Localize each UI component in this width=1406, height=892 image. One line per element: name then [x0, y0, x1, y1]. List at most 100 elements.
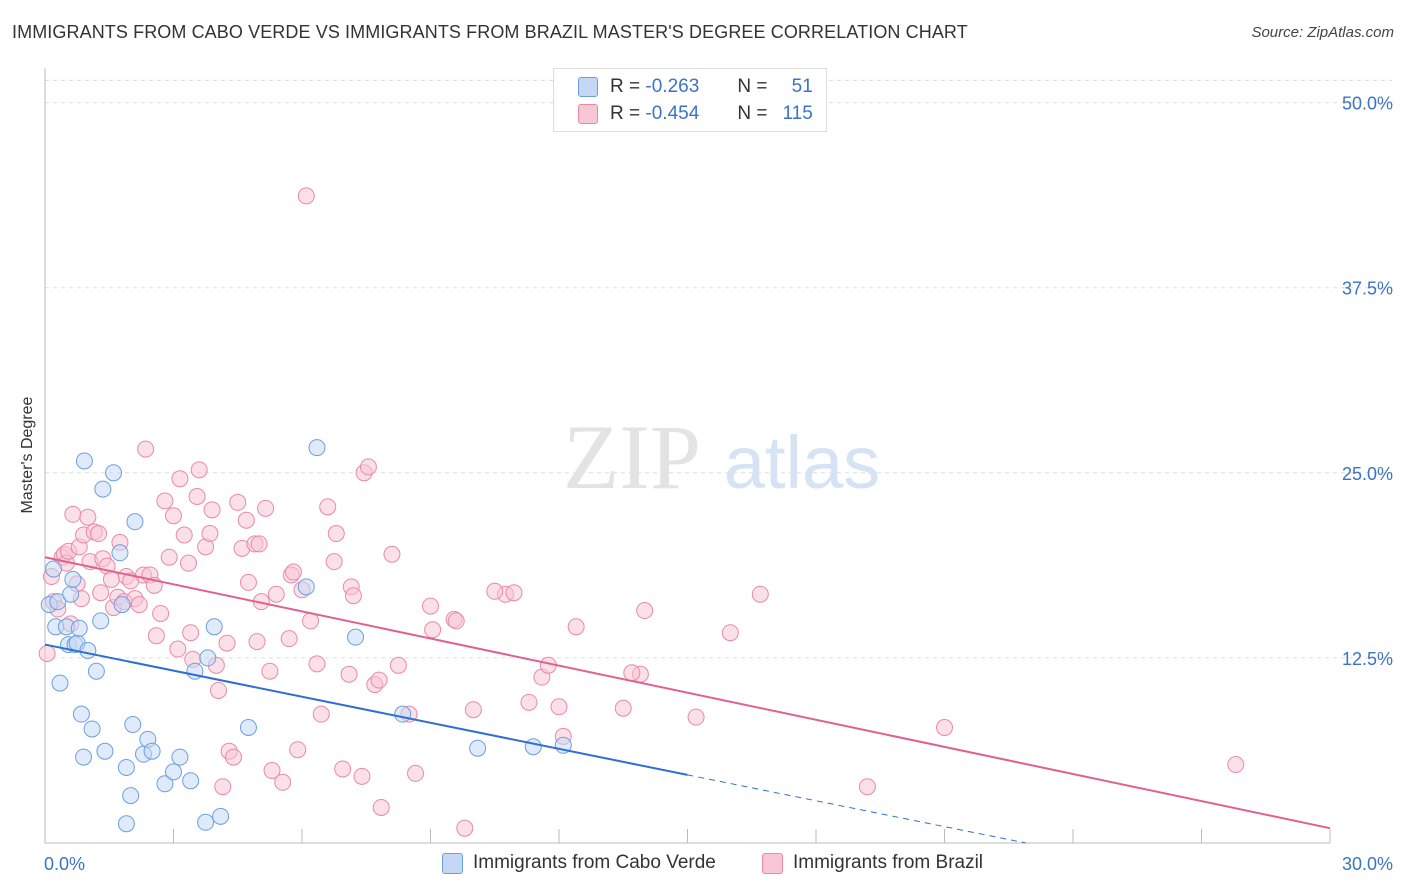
watermark-atlas: atlas [724, 421, 880, 504]
brazil-point [169, 640, 187, 658]
axes [44, 68, 1331, 844]
cabo-verde-point [308, 439, 326, 457]
brazil-point [464, 701, 482, 719]
cabo-verde-point [62, 585, 80, 603]
chart-source: Source: ZipAtlas.com [1251, 24, 1394, 41]
cabo-verde-point [45, 560, 63, 578]
legend-row-cabo-verde: R = -0.263 N = 51 [578, 75, 813, 99]
brazil-point [257, 499, 275, 517]
brazil-point [456, 819, 474, 837]
brazil-point [486, 582, 504, 600]
cabo-verde-point [297, 578, 315, 596]
brazil-point [721, 624, 739, 642]
cabo-verde-point [70, 619, 88, 637]
legend-swatch-blue [578, 77, 598, 97]
legend-r-value: -0.263 [645, 76, 700, 97]
brazil-point [171, 470, 189, 488]
brazil-point [687, 708, 705, 726]
y-tick-label: 12.5% [1342, 649, 1393, 669]
brazil-point [858, 778, 876, 796]
brazil-point [190, 461, 208, 479]
watermark-zip: ZIP [563, 406, 701, 508]
y-tick-label: 25.0% [1342, 464, 1393, 484]
brazil-point [936, 719, 953, 736]
brazil-point [1227, 756, 1245, 774]
cabo-verde-point [49, 593, 67, 611]
brazil-point [218, 634, 236, 652]
brazil-point [229, 493, 247, 511]
cabo-verde-point [72, 705, 90, 723]
brazil-point [224, 748, 242, 766]
cabo-verde-point [124, 716, 142, 734]
cabo-verde-point [122, 787, 140, 805]
brazil-point [92, 584, 110, 602]
cabo-verde-point [165, 763, 182, 781]
brazil-trend-line [44, 556, 1331, 830]
legend-swatch-pink [578, 104, 598, 124]
cabo-verde-points [40, 439, 572, 833]
brazil-point [182, 624, 200, 642]
y-axis-label: Master's Degree [19, 396, 36, 514]
correlation-legend: R = -0.263 N = 51 R = -0.454 N = 115 [553, 68, 827, 132]
cabo-verde-point [143, 742, 161, 760]
brazil-point [340, 665, 358, 683]
cabo-verde-point [92, 612, 110, 630]
brazil-point [289, 741, 307, 759]
brazil-point [239, 573, 257, 591]
cabo-verde-point [51, 674, 69, 692]
brazil-point [447, 612, 465, 630]
brazil-point [284, 563, 302, 581]
brazil-point [312, 705, 330, 723]
gridlines [45, 79, 1392, 659]
cabo-verde-point [171, 748, 189, 766]
y-tick-label: 37.5% [1342, 279, 1393, 299]
brazil-point [152, 604, 170, 622]
cabo-verde-point [212, 807, 230, 825]
cabo-verde-point [524, 738, 542, 756]
brazil-points [38, 187, 1245, 837]
trend-lines [44, 556, 1331, 844]
brazil-point [353, 767, 371, 785]
brazil-point [147, 627, 165, 645]
cabo-verde-point [126, 513, 144, 531]
brazil-point [38, 644, 56, 662]
bottom-legend-swatch-blue [442, 852, 463, 874]
brazil-point [209, 681, 227, 699]
cabo-verde-point [239, 719, 257, 736]
cabo-verde-point [156, 775, 174, 793]
brazil-point [623, 664, 641, 682]
brazil-point [520, 693, 538, 711]
brazil-point [344, 587, 362, 605]
cabo-verde-point [205, 618, 223, 636]
brazil-point [389, 656, 407, 674]
bottom-legend-swatch-pink [762, 852, 783, 874]
cabo-verde-point [394, 705, 412, 723]
cabo-verde-point [117, 758, 135, 776]
legend-n-label: N = [737, 76, 768, 97]
brazil-point [165, 507, 182, 525]
cabo-verde-point [75, 452, 93, 470]
brazil-point [179, 554, 197, 572]
brazil-point [175, 526, 193, 544]
brazil-point [550, 698, 568, 716]
brazil-point [567, 618, 585, 636]
brazil-point [237, 511, 255, 529]
legend-n-value: 115 [782, 103, 813, 124]
cabo-verde-point [87, 662, 105, 680]
legend-n-label: N = [737, 103, 768, 124]
cabo-verde-point [197, 813, 215, 831]
legend-r-label: R = [610, 76, 641, 97]
bottom-legend-brazil: Immigrants from Brazil [762, 852, 983, 874]
brazil-point [79, 508, 97, 526]
brazil-point [274, 773, 292, 791]
cabo-verde-point [469, 739, 487, 757]
bottom-legend-label: Immigrants from Cabo Verde [473, 852, 716, 873]
cabo-verde-point [64, 570, 82, 588]
cabo-verde-point [83, 720, 101, 738]
brazil-point [250, 535, 268, 553]
cabo-verde-point [113, 596, 131, 614]
cabo-verde-point [117, 815, 135, 833]
brazil-point [90, 525, 108, 543]
cabo-verde-point [105, 464, 123, 482]
brazil-point [102, 570, 120, 588]
